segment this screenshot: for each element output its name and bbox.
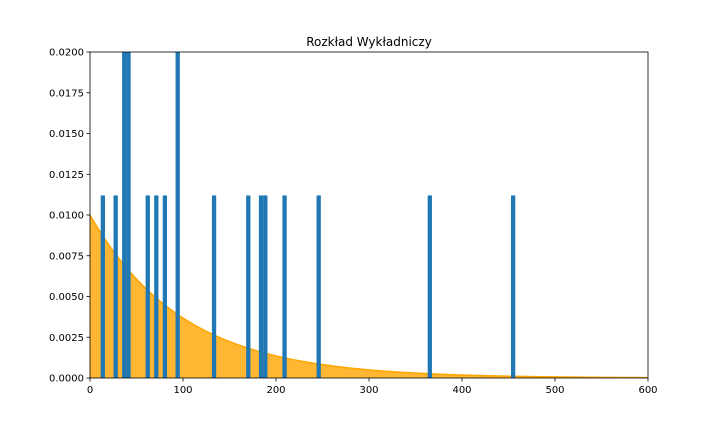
- histogram-bar: [126, 52, 131, 378]
- y-tick-label: 0.0125: [49, 170, 84, 181]
- y-tick-label: 0.0150: [49, 129, 84, 140]
- axes: 0 100 200 300 400 500 600 0.0000 0.0025 0.0050 0.0…: [49, 48, 658, 397]
- density-curve: [90, 214, 648, 378]
- x-tick-label: 300: [359, 385, 378, 396]
- histogram-bar: [100, 195, 105, 378]
- histogram-bar: [145, 195, 150, 378]
- x-tick-label: 500: [545, 385, 564, 396]
- histogram-bar: [427, 195, 432, 378]
- histogram-bar: [263, 195, 268, 378]
- histogram-bar: [162, 195, 168, 378]
- x-tick-label: 200: [266, 385, 285, 396]
- histogram-bar: [154, 195, 159, 378]
- histogram-bars-layer: [100, 52, 516, 378]
- histogram-bar: [511, 195, 516, 378]
- histogram-bar: [113, 195, 118, 378]
- y-tick-label: 0.0075: [49, 251, 84, 262]
- y-tick-label: 0.0200: [49, 48, 84, 59]
- x-tick-label: 0: [87, 385, 93, 396]
- histogram-bar: [316, 195, 321, 378]
- y-tick-label: 0.0050: [49, 292, 84, 303]
- y-tick-label: 0.0025: [49, 333, 84, 344]
- histogram-bar: [211, 195, 217, 378]
- histogram-bar: [175, 52, 180, 378]
- x-tick-label: 100: [173, 385, 192, 396]
- histogram-bar: [122, 52, 127, 378]
- histogram-bar: [258, 195, 264, 378]
- y-tick-label: 0.0175: [49, 88, 84, 99]
- histogram-bar: [246, 195, 251, 378]
- chart-title: Rozkład Wykładniczy: [306, 35, 432, 49]
- x-tick-label: 600: [638, 385, 657, 396]
- histogram-bar: [282, 195, 287, 378]
- y-tick-label: 0.0100: [49, 211, 84, 222]
- y-tick-label: 0.0000: [49, 374, 84, 385]
- x-tick-label: 400: [452, 385, 471, 396]
